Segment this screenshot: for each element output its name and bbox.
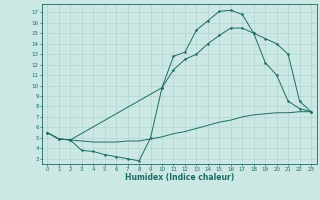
X-axis label: Humidex (Indice chaleur): Humidex (Indice chaleur) <box>124 173 234 182</box>
